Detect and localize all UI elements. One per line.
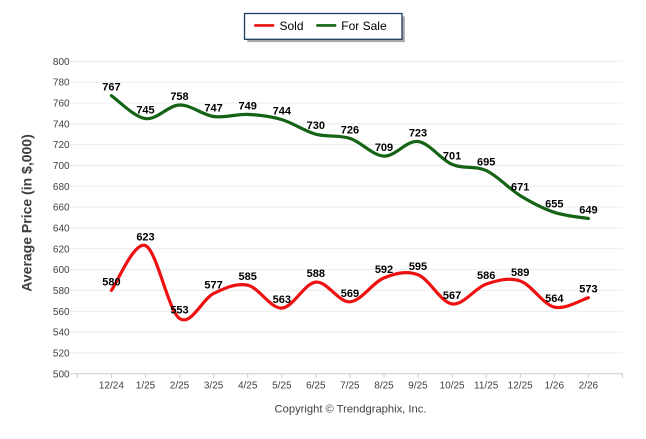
svg-text:749: 749 — [239, 100, 257, 112]
svg-text:7/25: 7/25 — [340, 381, 360, 392]
svg-text:760: 760 — [53, 99, 70, 110]
svg-text:580: 580 — [53, 286, 70, 297]
svg-text:500: 500 — [53, 369, 70, 380]
svg-text:3/25: 3/25 — [204, 381, 224, 392]
svg-text:758: 758 — [170, 91, 188, 103]
svg-text:553: 553 — [170, 305, 188, 317]
svg-text:12/24: 12/24 — [99, 381, 124, 392]
svg-text:680: 680 — [53, 182, 70, 193]
svg-text:744: 744 — [273, 106, 292, 118]
svg-text:Sold: Sold — [280, 19, 304, 33]
svg-text:740: 740 — [53, 119, 70, 130]
svg-text:623: 623 — [136, 232, 154, 244]
svg-text:730: 730 — [307, 120, 325, 132]
svg-text:520: 520 — [53, 349, 70, 360]
svg-text:767: 767 — [102, 82, 120, 94]
svg-text:577: 577 — [204, 280, 222, 292]
svg-text:747: 747 — [204, 103, 222, 115]
svg-text:585: 585 — [239, 271, 257, 283]
svg-text:4/25: 4/25 — [238, 381, 258, 392]
svg-text:592: 592 — [375, 264, 393, 276]
svg-text:640: 640 — [53, 224, 70, 235]
svg-text:671: 671 — [511, 182, 529, 194]
svg-text:10/25: 10/25 — [440, 381, 465, 392]
svg-text:600: 600 — [53, 265, 70, 276]
svg-text:745: 745 — [136, 105, 154, 117]
svg-text:700: 700 — [53, 161, 70, 172]
svg-text:588: 588 — [307, 268, 325, 280]
svg-text:580: 580 — [102, 276, 120, 288]
svg-text:586: 586 — [477, 270, 495, 282]
svg-text:726: 726 — [341, 124, 359, 136]
svg-text:655: 655 — [545, 198, 563, 210]
svg-text:11/25: 11/25 — [474, 381, 499, 392]
svg-text:5/25: 5/25 — [272, 381, 292, 392]
svg-text:Average Price (in $,000): Average Price (in $,000) — [19, 134, 35, 291]
svg-text:8/25: 8/25 — [374, 381, 394, 392]
svg-text:589: 589 — [511, 267, 529, 279]
svg-text:12/25: 12/25 — [508, 381, 533, 392]
svg-text:620: 620 — [53, 244, 70, 255]
svg-text:For Sale: For Sale — [341, 19, 387, 33]
svg-text:780: 780 — [53, 78, 70, 89]
svg-text:1/25: 1/25 — [136, 381, 156, 392]
svg-text:Copyright © Trendgraphix, Inc.: Copyright © Trendgraphix, Inc. — [275, 404, 427, 416]
svg-text:9/25: 9/25 — [408, 381, 428, 392]
svg-text:720: 720 — [53, 140, 70, 151]
svg-text:595: 595 — [409, 261, 427, 273]
svg-text:564: 564 — [545, 293, 564, 305]
svg-text:701: 701 — [443, 150, 461, 162]
svg-text:2/26: 2/26 — [579, 381, 599, 392]
svg-text:800: 800 — [53, 57, 70, 68]
svg-text:540: 540 — [53, 328, 70, 339]
svg-text:569: 569 — [341, 288, 359, 300]
svg-text:2/25: 2/25 — [170, 381, 190, 392]
svg-text:563: 563 — [273, 294, 291, 306]
svg-text:709: 709 — [375, 142, 393, 154]
svg-text:723: 723 — [409, 128, 427, 140]
svg-text:567: 567 — [443, 290, 461, 302]
svg-text:6/25: 6/25 — [306, 381, 326, 392]
svg-text:649: 649 — [579, 205, 597, 217]
svg-text:1/26: 1/26 — [545, 381, 565, 392]
svg-text:573: 573 — [579, 284, 597, 296]
svg-text:660: 660 — [53, 203, 70, 214]
svg-text:560: 560 — [53, 307, 70, 318]
svg-text:695: 695 — [477, 157, 495, 169]
